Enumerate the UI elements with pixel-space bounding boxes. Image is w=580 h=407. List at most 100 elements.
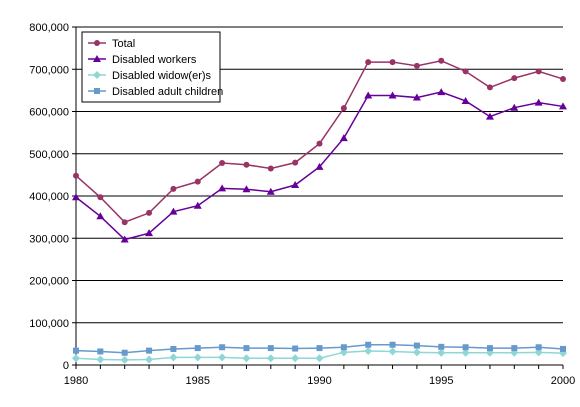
data-point [146,209,153,216]
data-point [72,193,80,201]
data-point [315,354,324,363]
data-point [193,353,202,362]
data-point [291,354,300,363]
data-point [218,353,227,362]
data-point [510,103,519,111]
data-point [485,112,494,120]
data-point [73,172,79,179]
data-point [97,348,104,355]
y-tick-label: 0 [63,360,69,372]
y-tick-label: 800,000 [29,22,69,34]
data-point [437,88,446,96]
data-point [534,348,543,357]
data-point [170,185,177,192]
legend-label: Disabled workers [112,54,197,66]
data-point [121,349,128,356]
data-point [72,354,80,363]
x-tick-label: 1980 [64,375,88,387]
y-tick-label: 700,000 [29,64,69,76]
data-point [145,229,154,237]
data-point [243,345,250,352]
data-point [219,344,226,351]
legend-label: Total [112,38,135,50]
data-point [218,184,227,192]
series-disabled-widow-er-s [72,347,567,364]
data-point [413,342,420,349]
data-point [535,344,542,351]
data-point [388,91,397,99]
series-disabled-workers [72,88,567,243]
legend-swatch-marker [94,40,100,46]
data-point [120,355,129,364]
legend: Total Disabled workers Disabled widow(er)s… [81,31,223,103]
data-point [388,347,397,356]
series-group [72,57,567,364]
y-tick-label: 600,000 [29,107,69,119]
y-tick-label: 300,000 [29,233,69,245]
data-point [193,201,202,209]
series-disabled-adult-children [73,341,566,356]
data-point [461,96,470,104]
data-point [242,354,251,363]
data-point [266,354,275,363]
data-point [438,343,445,350]
data-point [242,185,251,193]
y-tick-label: 100,000 [29,318,69,330]
data-point [169,353,178,362]
legend-swatch-marker [93,55,101,62]
axes [72,26,564,369]
legend-label: Disabled adult children [112,86,223,98]
data-point [413,62,420,69]
data-point [292,345,299,352]
data-point [560,345,566,352]
y-tick-label: 500,000 [29,149,69,161]
data-point [292,159,299,166]
legend-item: Disabled widow(er)s [88,70,212,82]
y-tick-label: 400,000 [29,191,69,203]
data-point [438,57,445,64]
data-point [462,68,469,75]
legend-item: Total [88,38,135,50]
x-tick-label: 1990 [307,375,331,387]
data-point [437,348,446,357]
data-point [535,68,542,75]
legend-item: Disabled adult children [88,86,223,98]
data-point [534,98,543,106]
data-point [461,348,470,357]
data-point [339,348,348,357]
legend-label: Disabled widow(er)s [112,70,212,82]
data-point [364,91,373,99]
data-point [96,212,105,220]
data-point [194,178,201,185]
data-point [315,162,324,170]
data-point [559,102,567,110]
series-total [73,57,566,226]
data-point [291,181,300,189]
data-point [121,219,128,226]
legend-item: Disabled workers [88,54,197,66]
data-point [486,345,493,352]
data-point [97,194,104,201]
data-point [339,134,348,142]
data-point [364,347,373,356]
data-point [486,84,493,91]
data-point [170,345,177,352]
data-point [267,165,274,172]
data-point [412,348,421,357]
data-point [462,344,469,351]
data-point [340,105,347,112]
x-axis-tick-labels: 1980 1985 1990 1995 2000 [64,375,575,387]
data-point [96,355,105,364]
x-tick-label: 1985 [186,375,210,387]
data-point [340,344,347,351]
x-tick-label: 1995 [429,375,453,387]
data-point [412,93,421,101]
data-point [73,347,79,354]
data-point [389,59,396,66]
y-tick-label: 200,000 [29,276,69,288]
data-point [194,345,201,352]
data-point [120,235,129,243]
data-point [219,160,226,167]
data-point [316,140,323,147]
